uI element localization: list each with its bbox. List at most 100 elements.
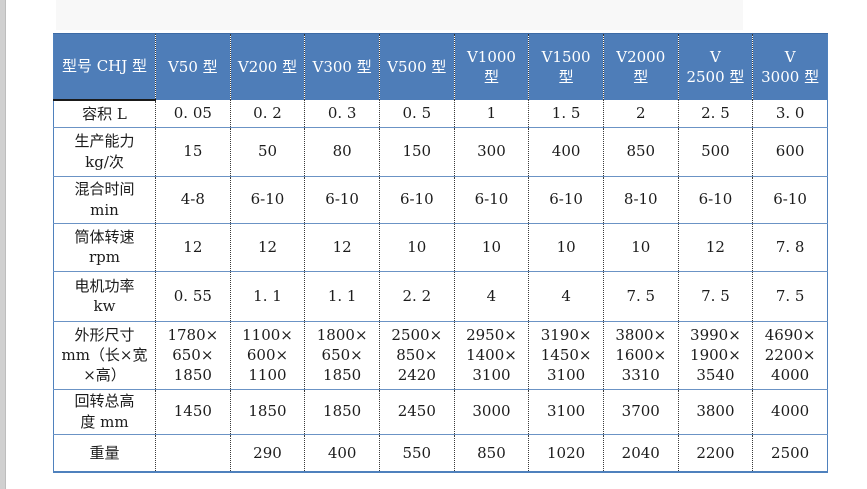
value-cell: 1. 1 — [229, 270, 305, 321]
value-cell: 3190× 1450× 3100 — [528, 320, 604, 389]
value-cell: 10 — [602, 222, 679, 271]
value-cell: 10 — [378, 222, 455, 271]
value-cell: 80 — [304, 126, 380, 176]
value-cell: 2500× 850× 2420 — [378, 320, 455, 389]
spec-table: 型号 CHJ 型 V50 型 V200 型 V300 型 V500 型 V1000 型 V1… — [53, 33, 828, 473]
value-cell: 3000 — [453, 388, 529, 434]
top-highlight-band — [56, 0, 743, 30]
row-label-cell: 生产能力 kg/次 — [53, 126, 156, 176]
table-row: 重量 290 400 550 850 1020 2040 2200 2500 — [53, 433, 828, 472]
value-cell: 300 — [453, 126, 529, 176]
value-cell: 3. 0 — [752, 100, 828, 127]
value-cell: 2040 — [602, 433, 679, 472]
value-cell: 12 — [155, 222, 231, 271]
value-cell: 4690× 2200× 4000 — [752, 320, 828, 389]
value-cell: 4 — [453, 270, 529, 321]
value-cell: 500 — [677, 126, 753, 176]
value-cell: 0. 55 — [155, 270, 231, 321]
header-cell: V2000 型 — [602, 33, 679, 100]
value-cell: 7. 5 — [677, 270, 753, 321]
value-cell: 10 — [528, 222, 604, 271]
value-cell: 150 — [378, 126, 455, 176]
row-label-cell: 回转总高 度 mm — [53, 388, 156, 434]
left-scrollbar[interactable] — [0, 0, 6, 489]
value-cell: 400 — [304, 433, 380, 472]
value-cell: 2. 5 — [677, 100, 753, 127]
value-cell: 3700 — [602, 388, 679, 434]
table-row: 筒体转速 rpm 12 12 12 10 10 10 10 12 7. 8 — [53, 222, 828, 271]
value-cell: 6-10 — [528, 175, 604, 223]
value-cell: 12 — [677, 222, 753, 271]
table-row: 外形尺寸 mm（长×宽 ×高） 1780× 650× 1850 1100× 600×… — [53, 320, 828, 389]
value-cell: 6-10 — [229, 175, 305, 223]
value-cell: 0. 5 — [378, 100, 455, 127]
value-cell: 400 — [528, 126, 604, 176]
value-cell: 850 — [602, 126, 679, 176]
value-cell: 0. 3 — [304, 100, 380, 127]
header-cell: V1500 型 — [528, 33, 604, 100]
value-cell: 850 — [453, 433, 529, 472]
value-cell: 12 — [229, 222, 305, 271]
value-cell: 1780× 650× 1850 — [155, 320, 231, 389]
value-cell: 4000 — [752, 388, 828, 434]
value-cell: 6-10 — [304, 175, 380, 223]
table-row: 回转总高 度 mm 1450 1850 1850 2450 3000 3100 3700 380… — [53, 388, 828, 434]
value-cell: 2500 — [752, 433, 828, 472]
value-cell: 4 — [528, 270, 604, 321]
value-cell: 2950× 1400× 3100 — [453, 320, 529, 389]
value-cell: 0. 05 — [155, 100, 231, 127]
value-cell: 7. 5 — [602, 270, 679, 321]
value-cell: 290 — [229, 433, 305, 472]
table-body: 容积 L 0. 05 0. 2 0. 3 0. 5 1 1. 5 2 2. 5 3. 0 生产能力 … — [53, 99, 828, 472]
value-cell: 3990× 1900× 3540 — [677, 320, 753, 389]
value-cell: 15 — [155, 126, 231, 176]
header-cell: V 3000 型 — [752, 33, 828, 100]
value-cell: 7. 8 — [752, 222, 828, 271]
value-cell: 1100× 600× 1100 — [229, 320, 305, 389]
header-cell: V50 型 — [155, 33, 231, 100]
value-cell: 6-10 — [453, 175, 529, 223]
value-cell: 3800× 1600× 3310 — [602, 320, 679, 389]
value-cell: 2. 2 — [378, 270, 455, 321]
row-label-cell: 重量 — [53, 433, 156, 472]
value-cell: 10 — [453, 222, 529, 271]
value-cell: 550 — [378, 433, 455, 472]
row-label-cell: 筒体转速 rpm — [53, 222, 156, 271]
header-row: 型号 CHJ 型 V50 型 V200 型 V300 型 V500 型 V1000 型 V1… — [53, 33, 828, 100]
row-label-cell: 容积 L — [53, 99, 156, 127]
value-cell: 1850 — [229, 388, 305, 434]
header-cell: V500 型 — [378, 33, 455, 100]
value-cell: 1 — [453, 100, 529, 127]
value-cell: 1800× 650× 1850 — [304, 320, 380, 389]
value-cell: 1020 — [528, 433, 604, 472]
value-cell: 50 — [229, 126, 305, 176]
value-cell: 2200 — [677, 433, 753, 472]
value-cell: 6-10 — [677, 175, 753, 223]
value-cell: 6-10 — [378, 175, 455, 223]
value-cell: 1450 — [155, 388, 231, 434]
value-cell: 2450 — [378, 388, 455, 434]
value-cell: 1. 5 — [528, 100, 604, 127]
value-cell: 8-10 — [602, 175, 679, 223]
value-cell: 0. 2 — [229, 100, 305, 127]
value-cell: 3800 — [677, 388, 753, 434]
row-label-cell: 外形尺寸 mm（长×宽 ×高） — [53, 320, 156, 389]
table-row: 电机功率 kw 0. 55 1. 1 1. 1 2. 2 4 4 7. 5 7. 5 7. 5 — [53, 270, 828, 321]
value-cell: 3100 — [528, 388, 604, 434]
header-cell: V1000 型 — [453, 33, 529, 100]
header-cell: V 2500 型 — [677, 33, 753, 100]
table-row: 混合时间 min 4-8 6-10 6-10 6-10 6-10 6-10 8-10 6-10 6… — [53, 175, 828, 223]
table-head: 型号 CHJ 型 V50 型 V200 型 V300 型 V500 型 V1000 型 V1… — [53, 33, 828, 100]
table-row: 生产能力 kg/次 15 50 80 150 300 400 850 500 600 — [53, 126, 828, 176]
value-cell: 2 — [602, 100, 679, 127]
row-label-cell: 电机功率 kw — [53, 270, 156, 321]
header-cell-model-label: 型号 CHJ 型 — [53, 33, 156, 100]
value-cell — [155, 433, 231, 472]
value-cell: 600 — [752, 126, 828, 176]
value-cell: 1850 — [304, 388, 380, 434]
value-cell: 1. 1 — [304, 270, 380, 321]
value-cell: 6-10 — [752, 175, 828, 223]
header-cell: V300 型 — [304, 33, 380, 100]
value-cell: 7. 5 — [752, 270, 828, 321]
